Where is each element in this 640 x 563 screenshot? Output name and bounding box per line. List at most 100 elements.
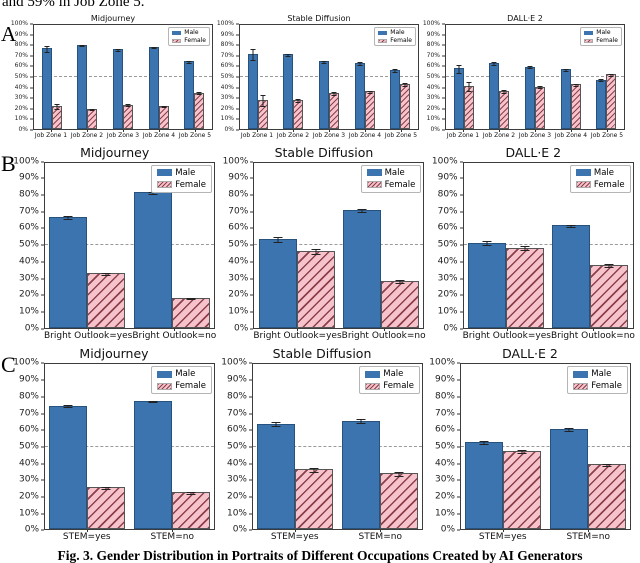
y-tick-mark <box>41 496 44 498</box>
y-tick-label: 0% <box>443 323 458 334</box>
bar-female <box>296 248 335 328</box>
y-tick-label: 20% <box>14 104 28 112</box>
y-tick-label: 30% <box>426 94 440 102</box>
bar-male <box>465 440 504 530</box>
chart-midjourney: Midjourney 0% 10% 20% 30% 40% 50% 60% 70% 80% 90% 1… <box>13 346 215 543</box>
error-bar <box>537 86 543 90</box>
y-tick-mark <box>30 97 33 99</box>
legend-item-male: Male <box>573 369 622 379</box>
plot-column: Male Female STEM=yes STEM=no <box>44 363 215 543</box>
plot-column: Male Female Bright Outlook=yes Bright Outlo… <box>253 161 426 342</box>
y-tick-label: 10% <box>437 306 458 317</box>
legend: Male Female <box>360 164 422 193</box>
y-tick-mark <box>457 396 460 398</box>
y-tick-label: 0% <box>18 126 28 133</box>
panel-label-A: A <box>1 22 17 46</box>
fifty-percent-line <box>45 445 214 447</box>
y-tick-label: 0% <box>430 126 440 133</box>
y-tick-label: 50% <box>18 441 39 452</box>
legend-label: Female <box>593 179 625 190</box>
bar-group <box>517 25 553 129</box>
bar-group <box>339 163 424 328</box>
y-tick-mark <box>459 177 463 179</box>
bar-male <box>247 49 258 129</box>
y-tick-mark <box>41 362 44 364</box>
y-tick-label: 50% <box>437 239 458 250</box>
bar-male <box>318 60 329 129</box>
figure-caption: Fig. 3. Gender Distribution in Portraits… <box>57 548 583 563</box>
plot-area: Male Female <box>253 161 425 329</box>
legend-item-female: Female <box>365 381 414 391</box>
error-bar <box>79 44 85 47</box>
panel-label-B: B <box>1 150 16 176</box>
bar-group <box>588 25 624 129</box>
y-tick-label: 20% <box>220 104 234 112</box>
y-tick-label: 50% <box>14 73 28 80</box>
y-tick-mark <box>442 65 445 67</box>
fifty-percent-line <box>463 244 633 246</box>
x-axis-labels: Bright Outlook=yes Bright Outlook=no <box>463 328 635 342</box>
y-tick-mark <box>250 161 254 163</box>
y-tick-label: 60% <box>437 222 458 233</box>
bar-female <box>87 486 126 530</box>
bar-female <box>364 90 375 129</box>
x-axis-labels: STEM=yes STEM=no <box>44 530 215 543</box>
y-tick-label: 30% <box>228 273 249 283</box>
y-tick-label: 10% <box>426 115 440 123</box>
y-tick-mark <box>442 23 445 25</box>
y-tick-mark <box>250 311 254 313</box>
chart-midjourney: Midjourney 0% 10% 20% 30% 40% 50% 60% 70% 80% 90% 1… <box>13 145 216 342</box>
y-tick-label: 40% <box>426 83 440 91</box>
female-swatch <box>157 382 173 390</box>
y-tick-mark <box>30 87 33 89</box>
body-text-fragment: and 59% in Job Zone 5. <box>2 0 145 10</box>
x-tick-label: Bright Outlook=yes <box>44 328 133 341</box>
bar-group <box>446 25 482 129</box>
x-axis-labels: Bright Outlook=yes Bright Outlook=no <box>253 328 426 342</box>
y-axis: 0% 10% 20% 30% 40% 50% 60% 70% 80% 90% 100% <box>221 358 252 534</box>
error-bar <box>395 279 405 284</box>
female-swatch <box>573 382 589 390</box>
male-swatch <box>157 169 173 177</box>
y-tick-label: 100% <box>431 156 458 167</box>
y-tick-mark <box>236 34 239 36</box>
legend-label: Male <box>591 369 612 380</box>
y-tick-label: 70% <box>434 408 455 419</box>
y-axis: 0% 10% 20% 30% 40% 50% 60% 70% 80% 90% 100% <box>13 358 44 534</box>
y-tick-mark <box>249 463 252 465</box>
legend: Male Female <box>567 366 628 395</box>
error-bar <box>367 90 373 94</box>
legend-label: Female <box>596 37 618 44</box>
chart-title: Midjourney <box>80 144 150 160</box>
x-tick-label: Job Zone 5 <box>590 130 624 139</box>
y-axis: 0% 10% 20% 30% 40% 50% 60% 70% 80% 90% 100% <box>429 358 460 534</box>
bar-female <box>381 279 420 328</box>
bar-group <box>240 25 276 129</box>
y-tick-label: 60% <box>228 222 249 233</box>
y-tick-mark <box>457 413 460 415</box>
y-tick-mark <box>457 496 460 498</box>
x-tick-label: Job Zone 5 <box>178 130 212 139</box>
y-tick-mark <box>459 211 463 213</box>
y-tick-mark <box>236 55 239 57</box>
legend-item-male: Male <box>584 29 618 36</box>
plot-area: Male Female <box>462 161 634 329</box>
y-tick-label: 60% <box>18 222 39 233</box>
y-tick-mark <box>459 227 463 229</box>
y-tick-label: 50% <box>434 441 455 452</box>
y-tick-label: 20% <box>434 491 455 502</box>
x-tick-label: STEM=yes <box>252 530 338 543</box>
bar-female <box>51 104 62 129</box>
bar-group <box>548 163 633 328</box>
bar-male <box>354 62 365 129</box>
y-tick-mark <box>41 413 44 415</box>
error-bar <box>501 89 507 95</box>
y-tick-label: 40% <box>220 83 234 91</box>
y-tick-mark <box>30 55 33 57</box>
bar-male <box>184 60 195 129</box>
y-tick-mark <box>41 463 44 465</box>
legend-item-male: Male <box>365 369 414 379</box>
chart-midjourney: Midjourney 0% 10% 20% 30% 40% 50% 60% 70% 80% 90% 1… <box>11 14 213 140</box>
plot-column: Male Female Bright Outlook=yes Bright Outlo… <box>44 161 216 342</box>
legend-item-male: Male <box>172 29 206 36</box>
